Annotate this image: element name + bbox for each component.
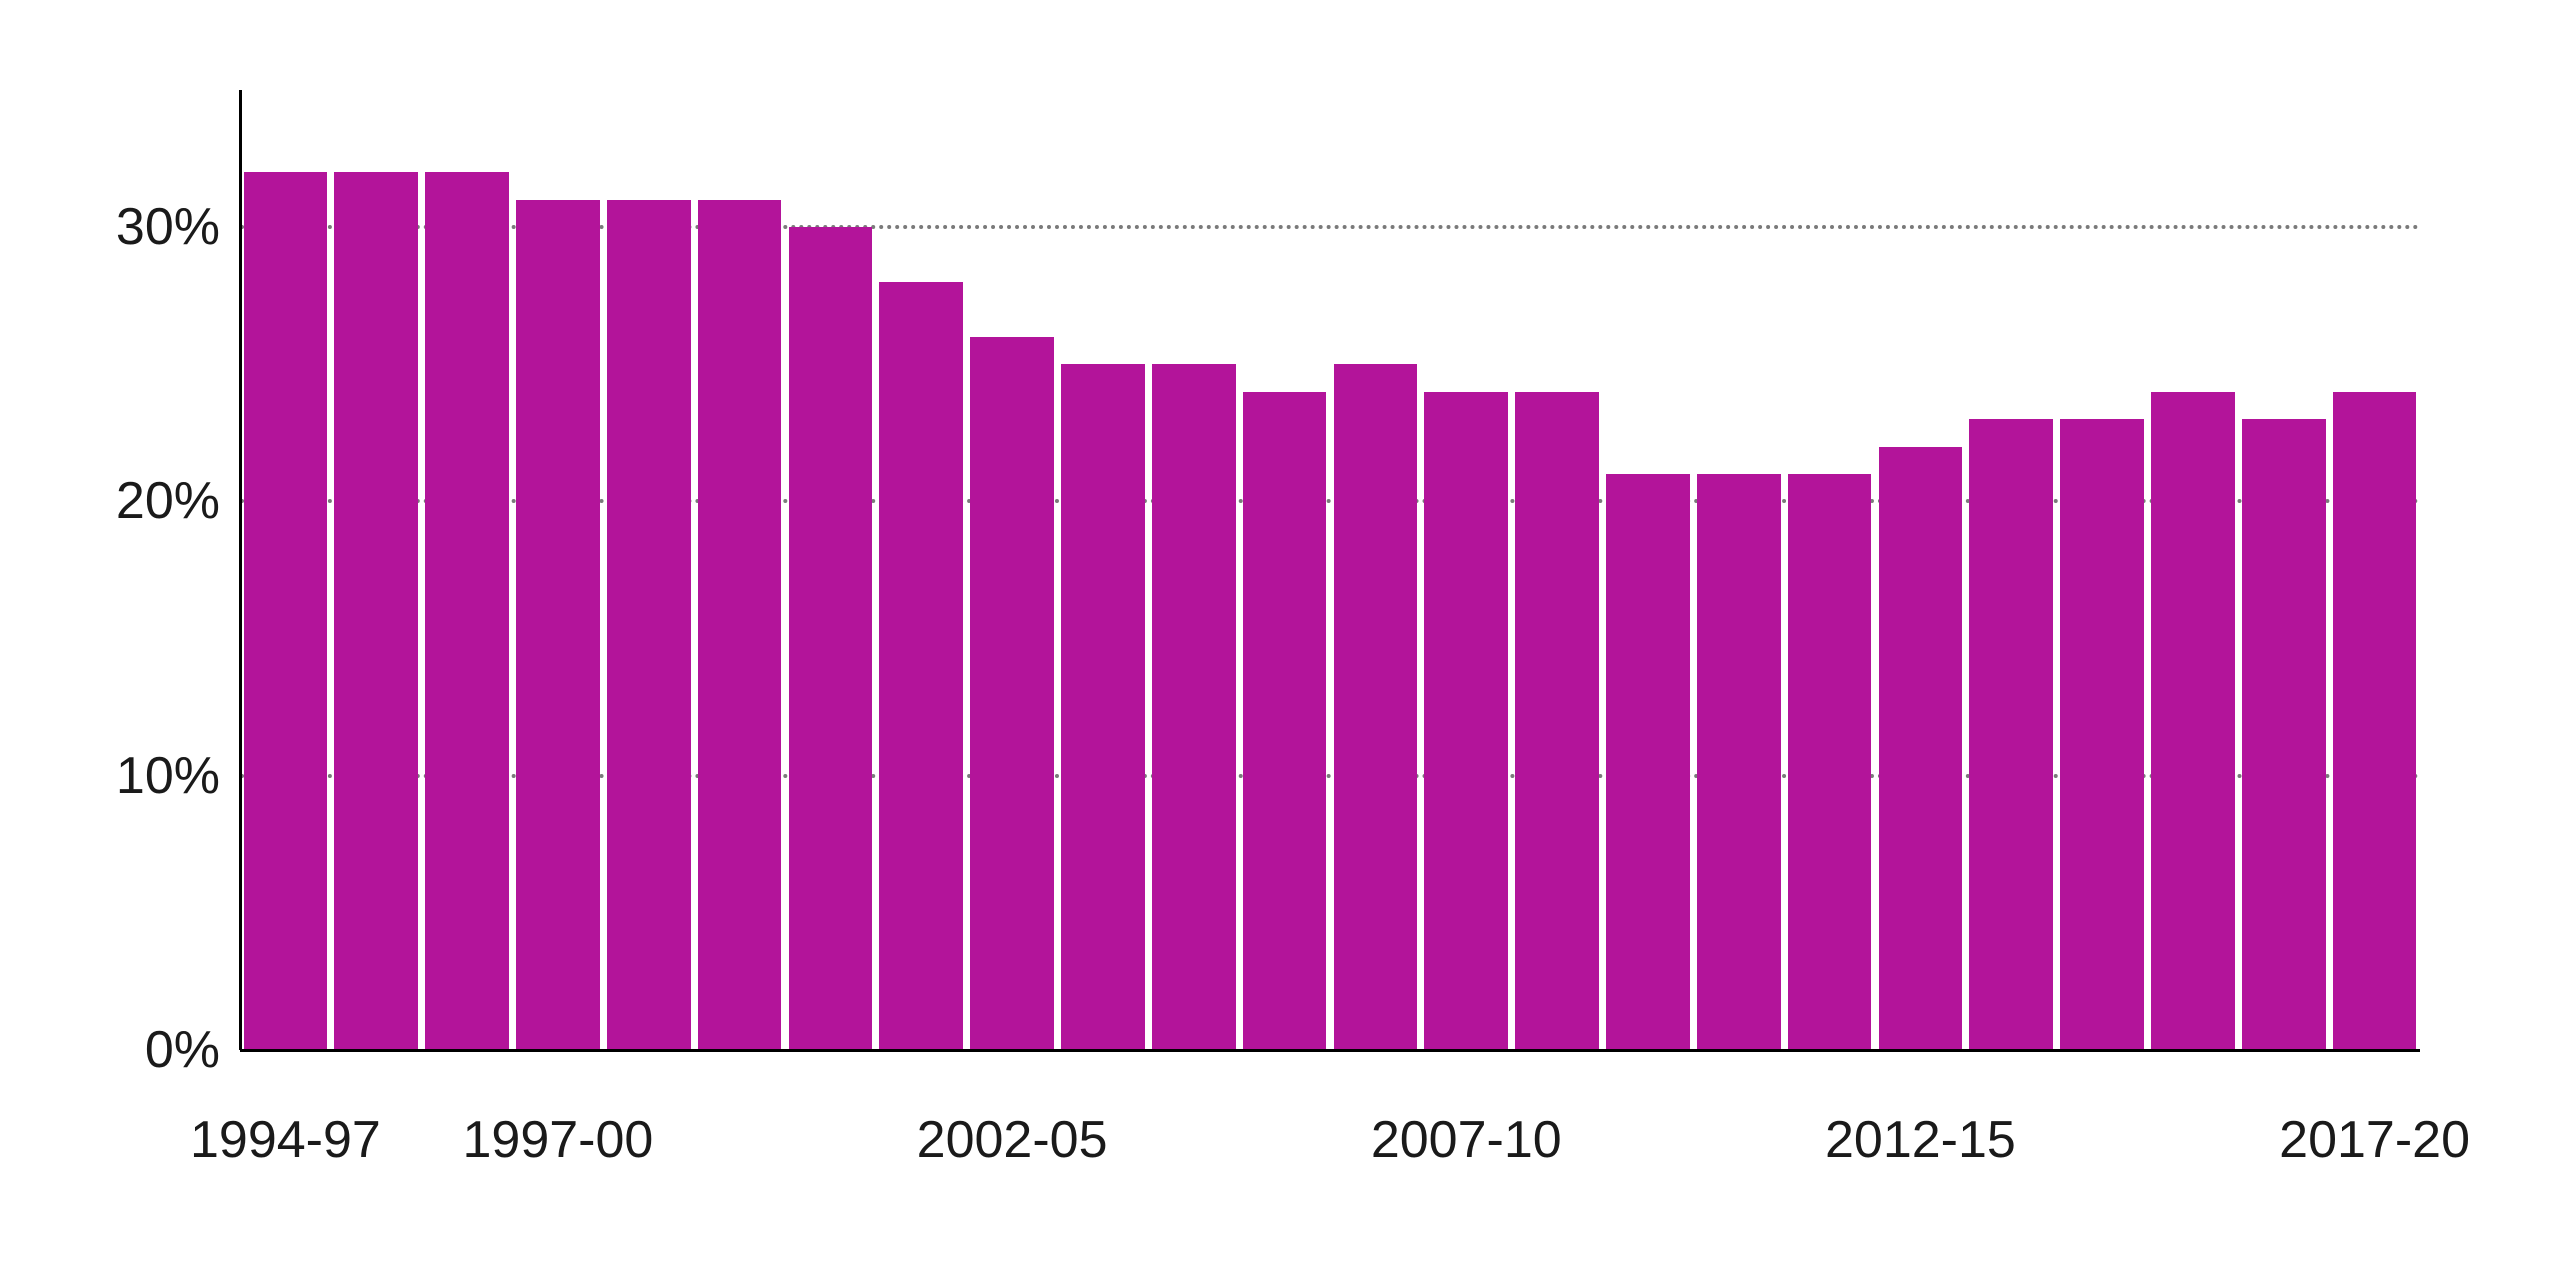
bar [1243, 392, 1327, 1050]
x-tick-label: 2017-20 [2279, 1110, 2470, 1170]
bar [2060, 419, 2144, 1050]
bar [1697, 474, 1781, 1050]
y-tick-label: 0% [145, 1020, 220, 1080]
bar [1969, 419, 2053, 1050]
bar [879, 282, 963, 1050]
x-tick-label: 1997-00 [462, 1110, 653, 1170]
x-axis-line [240, 1049, 2420, 1052]
bar [1788, 474, 1872, 1050]
x-tick-label: 2012-15 [1825, 1110, 2016, 1170]
bar [1152, 364, 1236, 1050]
y-tick-label: 20% [116, 471, 220, 531]
bar [1334, 364, 1418, 1050]
bar-chart: 0% 10% 20% 30% 1994-97 1997-00 2002-05 2007-10 2… [0, 0, 2550, 1275]
y-tick-label: 30% [116, 197, 220, 257]
bar [334, 172, 418, 1050]
bar [244, 172, 328, 1050]
plot-area [240, 90, 2420, 1050]
bar [789, 227, 873, 1050]
bar [425, 172, 509, 1050]
x-tick-label: 1994-97 [190, 1110, 381, 1170]
bar [970, 337, 1054, 1050]
bar [1879, 447, 1963, 1050]
bar [1515, 392, 1599, 1050]
bar [1061, 364, 1145, 1050]
bar [2242, 419, 2326, 1050]
bar [698, 200, 782, 1050]
y-axis-line [239, 90, 242, 1050]
bar [1606, 474, 1690, 1050]
bar [2333, 392, 2417, 1050]
bar [2151, 392, 2235, 1050]
x-tick-label: 2002-05 [917, 1110, 1108, 1170]
y-tick-label: 10% [116, 746, 220, 806]
x-tick-label: 2007-10 [1371, 1110, 1562, 1170]
bar [516, 200, 600, 1050]
bar [1424, 392, 1508, 1050]
bar [607, 200, 691, 1050]
